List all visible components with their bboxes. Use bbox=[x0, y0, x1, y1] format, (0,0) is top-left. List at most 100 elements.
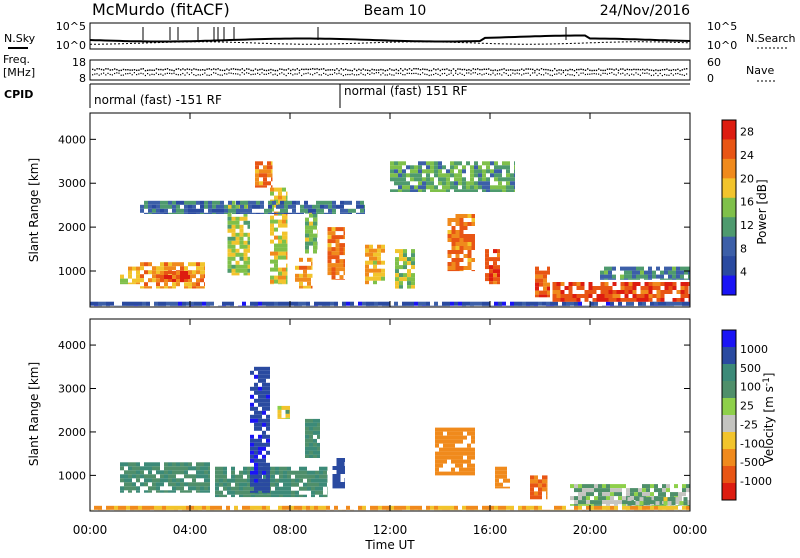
nave-marker bbox=[651, 75, 652, 76]
velocity-echo-cell bbox=[323, 471, 327, 475]
power-echo-cell bbox=[585, 290, 589, 294]
velocity-echo-cell bbox=[262, 419, 266, 423]
power-echo-cell bbox=[609, 286, 613, 290]
power-echo-cell bbox=[240, 253, 244, 257]
power-echo-cell bbox=[274, 256, 278, 260]
freq-marker bbox=[321, 68, 322, 69]
velocity-echo-cell bbox=[658, 488, 662, 492]
power-echo-cell bbox=[152, 270, 156, 274]
velocity-echo-cell bbox=[223, 495, 227, 497]
velocity-echo-cell bbox=[258, 435, 262, 439]
velocity-echo-cell bbox=[606, 496, 610, 500]
power-echo-cell bbox=[202, 302, 206, 306]
freq-marker bbox=[374, 69, 375, 70]
velocity-echo-cell bbox=[250, 459, 254, 463]
power-echo-cell bbox=[485, 277, 489, 281]
freq-marker bbox=[92, 69, 93, 70]
power-echo-cell bbox=[344, 271, 346, 275]
velocity-echo-cell bbox=[614, 488, 618, 492]
velocity-echo-cell bbox=[640, 501, 644, 505]
power-echo-cell bbox=[311, 274, 313, 278]
velocity-echo-cell bbox=[435, 428, 439, 432]
power-echo-cell bbox=[402, 169, 406, 173]
power-echo-cell bbox=[557, 294, 561, 298]
velocity-echo-cell bbox=[322, 506, 326, 510]
power-echo-cell bbox=[365, 281, 369, 285]
velocity-echo-cell bbox=[305, 451, 309, 455]
freq-marker bbox=[134, 69, 135, 70]
power-echo-cell bbox=[180, 209, 184, 213]
power-colorbar-tick: 16 bbox=[740, 196, 754, 209]
power-echo-cell bbox=[462, 185, 466, 189]
velocity-echo-cell bbox=[192, 486, 196, 490]
power-echo-cell bbox=[369, 253, 373, 257]
power-echo-cell bbox=[620, 267, 624, 271]
velocity-echo-cell bbox=[386, 506, 390, 510]
power-echo-cell bbox=[446, 169, 450, 173]
nave-marker bbox=[360, 73, 361, 74]
power-echo-cell bbox=[450, 185, 454, 189]
velocity-echo-cell bbox=[309, 427, 313, 431]
power-echo-cells bbox=[90, 161, 690, 306]
nave-marker bbox=[664, 74, 665, 75]
velocity-echo-cell bbox=[334, 506, 338, 510]
power-echo-cell bbox=[665, 286, 669, 290]
velocity-echo-cell bbox=[586, 496, 590, 500]
power-echo-cell bbox=[303, 266, 307, 270]
velocity-echo-cell bbox=[447, 428, 451, 432]
power-echo-cell bbox=[464, 254, 468, 258]
power-colorbar-swatch bbox=[722, 276, 736, 296]
power-echo-cell bbox=[267, 181, 271, 185]
power-echo-cell bbox=[472, 214, 476, 218]
power-echo-cell bbox=[510, 185, 514, 189]
power-echo-cell bbox=[394, 165, 398, 169]
velocity-echo-cell bbox=[337, 458, 341, 462]
velocity-echo-cell bbox=[258, 419, 262, 423]
freq-marker bbox=[503, 68, 504, 69]
nave-marker bbox=[598, 74, 599, 75]
velocity-echo-cell bbox=[358, 506, 362, 510]
power-echo-cell bbox=[240, 213, 244, 214]
power-echo-cell bbox=[188, 201, 192, 205]
velocity-echo-cell bbox=[546, 475, 548, 479]
velocity-echo-cell bbox=[180, 462, 184, 466]
power-echo-cell bbox=[168, 266, 172, 270]
power-echo-cell bbox=[360, 213, 364, 214]
power-echo-cell bbox=[502, 161, 506, 165]
velocity-echo-cell bbox=[188, 474, 192, 478]
power-echo-cell bbox=[365, 277, 369, 281]
velocity-echo-cell bbox=[598, 504, 602, 506]
power-echo-cell bbox=[411, 281, 415, 285]
power-echo-cell bbox=[282, 284, 286, 285]
velocity-echo-cell bbox=[279, 471, 283, 475]
velocity-echo-cell bbox=[172, 466, 176, 470]
velocity-echo-cell bbox=[186, 506, 190, 510]
velocity-echo-cell bbox=[174, 506, 178, 510]
power-echo-cell bbox=[426, 177, 430, 181]
velocity-echo-cell bbox=[305, 447, 309, 451]
velocity-echo-cell bbox=[414, 506, 418, 510]
velocity-echo-cell bbox=[443, 448, 447, 452]
power-echo-cell bbox=[506, 177, 510, 181]
velocity-echo-cell bbox=[632, 501, 636, 505]
velocity-echo-cell bbox=[200, 474, 204, 478]
velocity-echo-cell bbox=[636, 501, 640, 505]
freq-marker bbox=[105, 68, 106, 69]
power-echo-cell bbox=[664, 279, 668, 280]
freq-marker bbox=[464, 69, 465, 70]
power-echo-cell bbox=[228, 265, 232, 269]
nave-marker bbox=[514, 73, 515, 74]
freq-marker bbox=[235, 69, 236, 70]
velocity-echo-cell bbox=[319, 479, 323, 483]
power-echo-cell bbox=[160, 271, 164, 275]
velocity-echo-cell bbox=[435, 440, 439, 444]
freq-marker bbox=[611, 69, 612, 70]
freq-marker bbox=[319, 69, 320, 70]
freq-marker bbox=[459, 68, 460, 69]
power-echo-cell bbox=[180, 266, 184, 270]
velocity-echo-cell bbox=[451, 436, 455, 440]
power-echo-cell bbox=[640, 271, 644, 275]
freq-marker bbox=[272, 69, 273, 70]
velocity-echo-cell bbox=[262, 403, 266, 407]
